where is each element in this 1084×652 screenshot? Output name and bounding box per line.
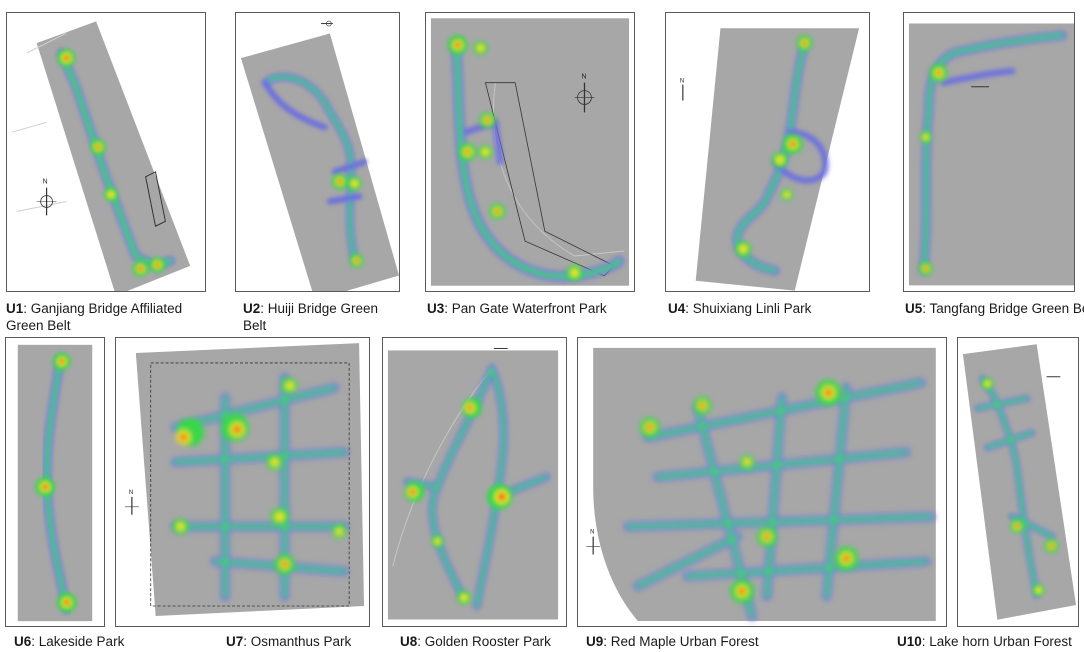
svg-text:N: N xyxy=(129,490,133,496)
caption-u8: U8: Golden Rooster Park xyxy=(400,634,551,649)
caption-u3: U3: Pan Gate Waterfront Park xyxy=(427,301,607,316)
caption-u10: U10: Lake horn Urban Forest xyxy=(897,634,1072,649)
panel-u7: N xyxy=(115,337,370,627)
heatmap-map-u10 xyxy=(962,344,1077,620)
heatmap-map-u2 xyxy=(240,20,399,291)
svg-text:N: N xyxy=(680,79,684,85)
heatmap-map-u9: N xyxy=(586,347,936,622)
svg-text:N: N xyxy=(590,530,594,536)
panel-u6 xyxy=(5,337,105,627)
north-arrow-icon: N xyxy=(586,530,601,555)
heatmap-map-u7: N xyxy=(124,343,365,616)
panel-u1: N xyxy=(6,12,206,292)
heatmap-map-u5 xyxy=(908,23,1074,286)
caption-u9: U9: Red Maple Urban Forest xyxy=(586,634,759,649)
north-arrow-icon: N xyxy=(574,74,595,113)
heatmap-map-u4: N xyxy=(680,28,860,291)
caption-u2: U2: Huiji Bridge Green Belt xyxy=(243,301,379,333)
panel-u3: N xyxy=(425,12,635,292)
panel-u4: N xyxy=(665,12,870,292)
north-arrow-icon: N xyxy=(680,79,684,101)
svg-text:N: N xyxy=(582,74,587,81)
caption-u7: U7: Osmanthus Park xyxy=(226,634,352,649)
panel-u9: N xyxy=(577,337,947,627)
north-arrow-icon: N xyxy=(36,179,57,216)
panel-u2 xyxy=(235,12,400,292)
caption-u6: U6: Lakeside Park xyxy=(14,634,125,649)
caption-u5: U5: Tangfang Bridge Green Belt xyxy=(905,301,1084,316)
panel-u8 xyxy=(382,337,567,627)
caption-u1: U1: Ganjiang Bridge Affiliated Green Bel… xyxy=(6,301,183,333)
heatmap-map-u1: N xyxy=(11,21,191,291)
heatmap-map-u3: N xyxy=(430,18,630,286)
heatmap-map-u8 xyxy=(387,347,559,620)
north-arrow-icon: N xyxy=(124,490,139,515)
heatmap-map-u6 xyxy=(17,344,93,622)
svg-text:N: N xyxy=(43,179,48,186)
caption-u4: U4: Shuixiang Linli Park xyxy=(668,301,812,316)
panel-u10 xyxy=(957,337,1079,627)
panel-u5 xyxy=(903,12,1075,292)
north-arrow-icon xyxy=(320,20,333,27)
